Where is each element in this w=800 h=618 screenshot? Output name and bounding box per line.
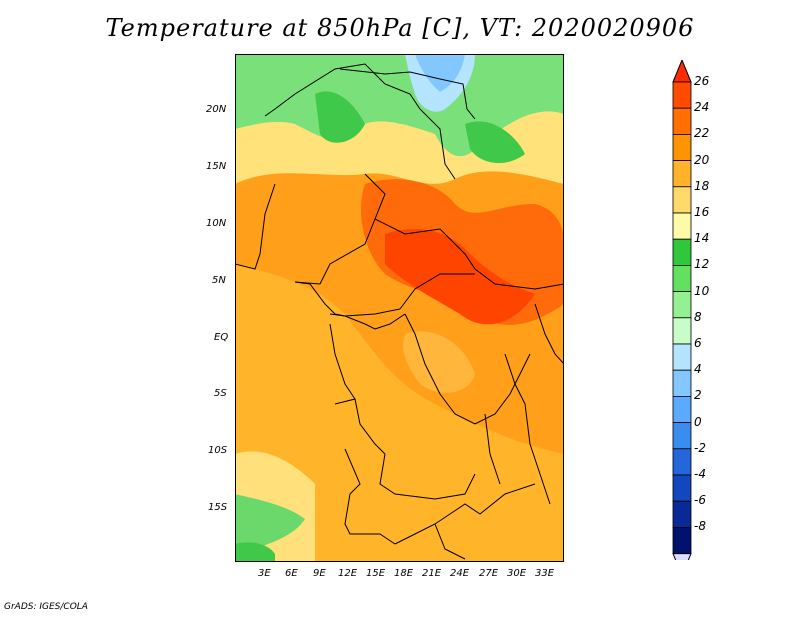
colorbar-label: 8	[694, 309, 702, 324]
colorbar-segment	[672, 422, 692, 450]
colorbar-segment	[672, 291, 692, 319]
lon-tick-18E: 18E	[394, 568, 414, 579]
south-orange-field	[235, 264, 564, 562]
lon-tick-33E: 33E	[535, 568, 555, 579]
colorbar-segment	[672, 343, 692, 371]
colorbar-label: 6	[694, 336, 702, 350]
lat-tick-10S: 10S	[208, 445, 228, 456]
colorbar-segment	[672, 186, 692, 214]
lat-tick-15N: 15N	[206, 161, 227, 172]
colorbar-segment	[672, 474, 692, 502]
colorbar-label: 22	[694, 126, 710, 141]
lat-tick-15S: 15S	[208, 502, 228, 513]
map-borders	[235, 54, 564, 562]
lon-tick-30E: 30E	[507, 568, 527, 579]
southwest-green-field	[235, 494, 305, 554]
colorbar-segment	[672, 369, 692, 397]
lon-tick-12E: 12E	[338, 568, 358, 579]
colorbar-segment	[672, 212, 692, 240]
lon-tick-21E: 21E	[422, 568, 442, 579]
colorbar-label: 14	[694, 231, 710, 246]
lon-tick-3E: 3E	[258, 568, 271, 579]
colorbar-label: 2	[694, 388, 702, 403]
lon-tick-6E: 6E	[285, 568, 298, 579]
lat-tick-5S: 5S	[214, 388, 227, 399]
colorbar-segment	[672, 160, 692, 188]
colorbar-top-arrow	[672, 60, 692, 83]
lat-tick-5N: 5N	[212, 275, 226, 286]
colorbar-label: -4	[694, 467, 706, 481]
colorbar-segment	[672, 81, 692, 109]
colorbar-segment	[672, 264, 692, 292]
colorbar-label: 4	[694, 362, 702, 377]
lon-tick-27E: 27E	[479, 568, 499, 579]
colorbar-label: 20	[694, 152, 710, 167]
colorbar-label: 12	[694, 257, 710, 272]
lat-tick-EQ: EQ	[214, 332, 229, 343]
colorbar-segment	[672, 317, 692, 345]
colorbar-segment	[672, 134, 692, 162]
colorbar-bottom-arrow	[672, 553, 692, 560]
colorbar-segment	[672, 500, 692, 528]
central-red-core	[385, 229, 535, 325]
footer-credit: GrADS: IGES/COLA	[4, 602, 88, 612]
colorbar-label: -2	[694, 440, 706, 455]
colorbar-segment	[672, 238, 692, 266]
lat-tick-20N: 20N	[206, 104, 227, 115]
colorbar	[672, 60, 692, 560]
colorbar-segment	[672, 395, 692, 423]
lon-tick-15E: 15E	[366, 568, 386, 579]
congo-light-field	[403, 331, 475, 393]
north-blue-core	[415, 54, 465, 92]
colorbar-label: 18	[694, 178, 710, 193]
colorbar-label: 16	[694, 205, 710, 219]
lon-tick-24E: 24E	[450, 568, 470, 579]
country-borders	[235, 63, 564, 560]
colorbar-segment	[672, 448, 692, 476]
colorbar-label: 24	[694, 100, 710, 115]
colorbar-label: 26	[694, 74, 710, 88]
map-frame	[235, 54, 564, 562]
colorbar-segment	[672, 526, 692, 554]
north-green-core	[315, 91, 365, 143]
colorbar-segment	[672, 107, 692, 135]
colorbar-label: 10	[694, 283, 710, 298]
lat-tick-10N: 10N	[206, 218, 227, 229]
chart-title: Temperature at 850hPa [C], VT: 202002090…	[105, 14, 695, 42]
north-green-core-east	[465, 121, 525, 164]
lon-tick-9E: 9E	[313, 568, 326, 579]
southwest-green-core	[235, 542, 275, 562]
colorbar-label: -8	[694, 519, 706, 534]
colorbar-label: 0	[694, 414, 702, 429]
colorbar-label: -6	[694, 493, 706, 508]
